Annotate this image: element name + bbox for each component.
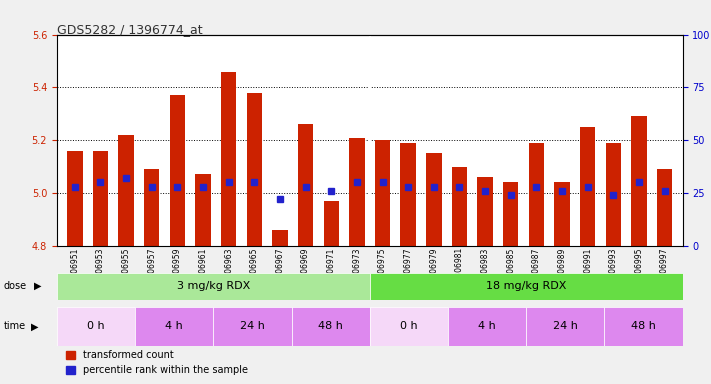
Bar (272, 230, 288, 246)
Text: 3 mg/kg RDX: 3 mg/kg RDX (176, 281, 250, 291)
Bar (221, 71, 236, 246)
FancyBboxPatch shape (448, 307, 526, 346)
Bar (529, 143, 544, 246)
FancyBboxPatch shape (213, 307, 292, 346)
Bar (477, 177, 493, 246)
FancyBboxPatch shape (292, 307, 370, 346)
Legend: transformed count, percentile rank within the sample: transformed count, percentile rank withi… (62, 346, 252, 379)
Bar (144, 169, 159, 246)
Bar (426, 153, 442, 246)
Text: 24 h: 24 h (553, 321, 577, 331)
Bar (375, 140, 390, 246)
Text: dose: dose (4, 281, 27, 291)
Text: ▶: ▶ (31, 321, 39, 331)
Text: ▶: ▶ (34, 281, 42, 291)
FancyBboxPatch shape (370, 273, 683, 300)
Bar (170, 95, 185, 246)
Text: 0 h: 0 h (400, 321, 417, 331)
Bar (503, 182, 518, 246)
FancyBboxPatch shape (370, 307, 448, 346)
Text: 18 mg/kg RDX: 18 mg/kg RDX (486, 281, 567, 291)
Bar (580, 127, 595, 246)
Bar (400, 143, 416, 246)
Bar (119, 135, 134, 246)
Bar (555, 182, 570, 246)
Bar (451, 167, 467, 246)
Text: GDS5282 / 1396774_at: GDS5282 / 1396774_at (57, 23, 203, 36)
FancyBboxPatch shape (135, 307, 213, 346)
Text: 48 h: 48 h (319, 321, 343, 331)
Text: 4 h: 4 h (166, 321, 183, 331)
FancyBboxPatch shape (604, 307, 683, 346)
Text: 4 h: 4 h (479, 321, 496, 331)
Bar (606, 143, 621, 246)
FancyBboxPatch shape (57, 307, 135, 346)
Bar (92, 151, 108, 246)
Text: 24 h: 24 h (240, 321, 264, 331)
Bar (247, 93, 262, 246)
FancyBboxPatch shape (526, 307, 604, 346)
Text: 0 h: 0 h (87, 321, 105, 331)
Bar (324, 201, 339, 246)
Bar (196, 174, 210, 246)
Text: time: time (4, 321, 26, 331)
Text: 48 h: 48 h (631, 321, 656, 331)
Bar (298, 124, 314, 246)
Bar (349, 137, 365, 246)
Bar (67, 151, 82, 246)
Bar (657, 169, 673, 246)
Bar (631, 116, 647, 246)
FancyBboxPatch shape (57, 273, 370, 300)
